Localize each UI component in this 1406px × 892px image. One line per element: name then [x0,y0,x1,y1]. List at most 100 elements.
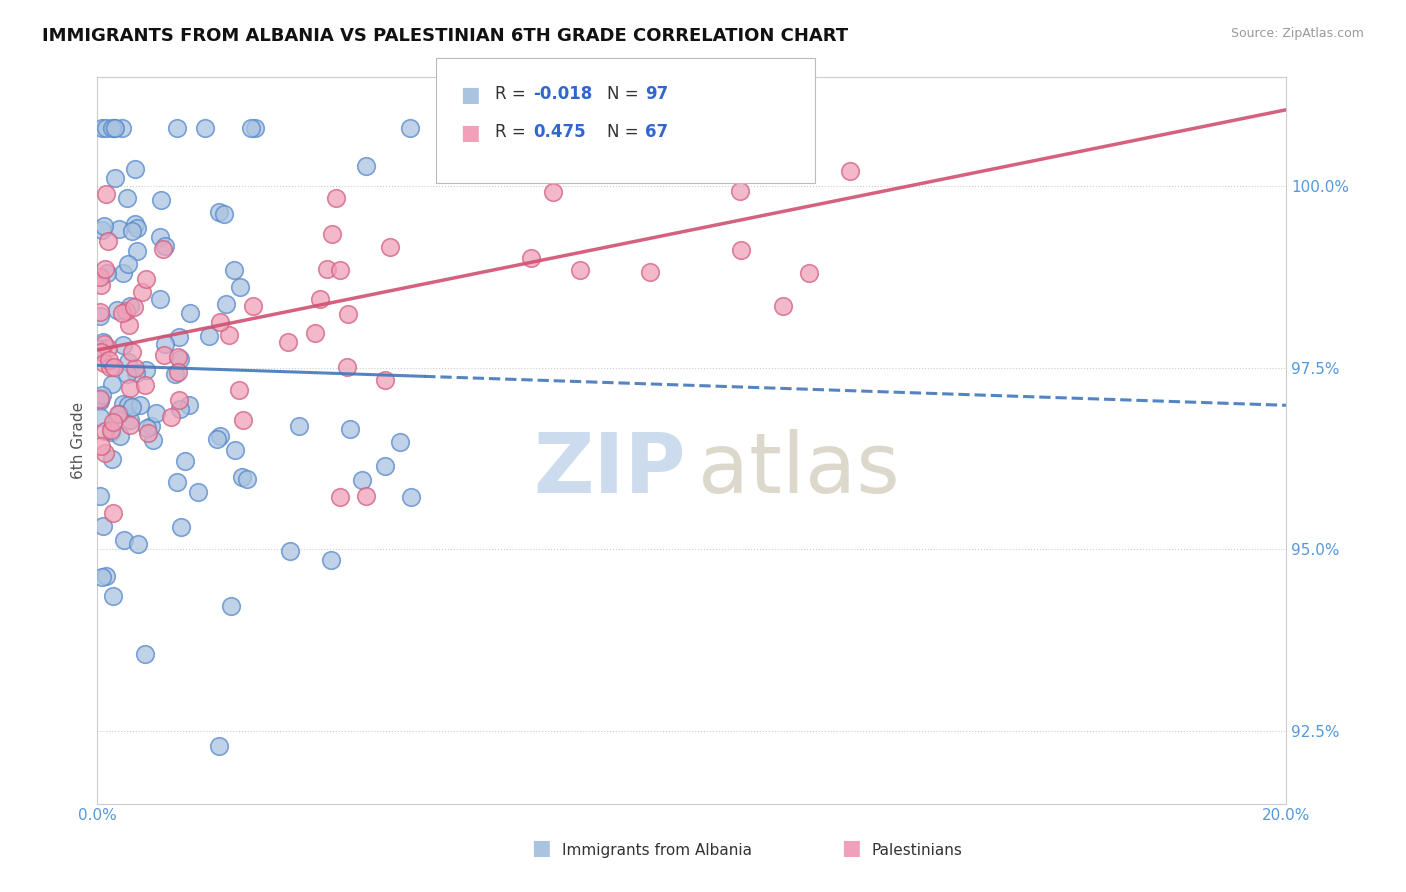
Point [124,161,146,176]
Point [120,299,142,313]
Point [224,263,246,277]
Point [115,304,138,318]
Point [354,489,377,503]
Point [104,170,127,185]
Point [136,421,159,435]
Point [325,191,347,205]
Point [91,334,114,349]
Point [121,400,143,414]
Point [374,458,396,473]
Point [101,506,124,520]
Point [98,352,121,367]
Point [111,306,134,320]
Point [125,244,148,258]
Point [352,473,374,487]
Point [89,270,111,285]
Point [207,432,229,446]
Point [319,553,342,567]
Point [128,398,150,412]
Text: 67: 67 [645,123,668,141]
Point [135,363,157,377]
Point [104,121,127,136]
Point [124,300,146,314]
Point [208,739,231,753]
Point [112,533,135,547]
Point [730,243,752,257]
Point [93,356,115,370]
Text: ZIP: ZIP [533,429,686,510]
Point [166,365,188,379]
Point [94,121,117,136]
Text: 0.475: 0.475 [533,123,585,141]
Point [228,383,250,397]
Point [115,367,138,381]
Point [91,121,114,136]
Point [124,217,146,231]
Point [541,185,564,199]
Text: Source: ZipAtlas.com: Source: ZipAtlas.com [1230,27,1364,40]
Point [329,263,352,277]
Point [232,413,254,427]
Point [105,302,128,317]
Point [103,360,125,375]
Point [179,306,201,320]
Point [170,520,193,534]
Text: 97: 97 [645,85,669,103]
Point [103,589,125,603]
Point [118,318,141,333]
Point [134,378,156,392]
Point [108,222,131,236]
Point [89,342,111,356]
Point [97,234,120,248]
Point [166,121,188,136]
Point [240,121,263,136]
Point [90,278,112,293]
Point [120,417,142,432]
Text: ■: ■ [460,123,479,143]
Text: ■: ■ [531,838,551,858]
Point [242,299,264,313]
Point [152,242,174,256]
Text: IMMIGRANTS FROM ALBANIA VS PALESTINIAN 6TH GRADE CORRELATION CHART: IMMIGRANTS FROM ALBANIA VS PALESTINIAN 6… [42,27,848,45]
Point [111,338,134,352]
Point [321,227,343,242]
Point [166,350,188,364]
Point [89,489,111,503]
Point [149,230,172,244]
Point [131,285,153,299]
Point [124,360,146,375]
Point [315,262,337,277]
Point [121,224,143,238]
Point [152,348,174,362]
Point [309,292,332,306]
Point [374,373,396,387]
Point [277,335,299,350]
Point [772,299,794,313]
Text: N =: N = [607,123,644,141]
Point [101,376,124,391]
Text: atlas: atlas [697,429,900,510]
Point [121,344,143,359]
Point [799,266,821,280]
Point [229,280,252,294]
Text: R =: R = [495,85,531,103]
Point [120,413,142,427]
Point [90,223,112,237]
Point [194,121,217,136]
Point [139,418,162,433]
Point [153,337,176,351]
Point [94,261,117,276]
Point [214,207,236,221]
Point [135,271,157,285]
Point [166,475,188,490]
Point [163,368,186,382]
Point [101,121,124,136]
Point [389,435,412,450]
Point [96,266,118,280]
Point [398,121,420,136]
Point [117,355,139,369]
Point [145,406,167,420]
Point [97,341,120,355]
Point [520,251,543,265]
Text: N =: N = [607,85,644,103]
